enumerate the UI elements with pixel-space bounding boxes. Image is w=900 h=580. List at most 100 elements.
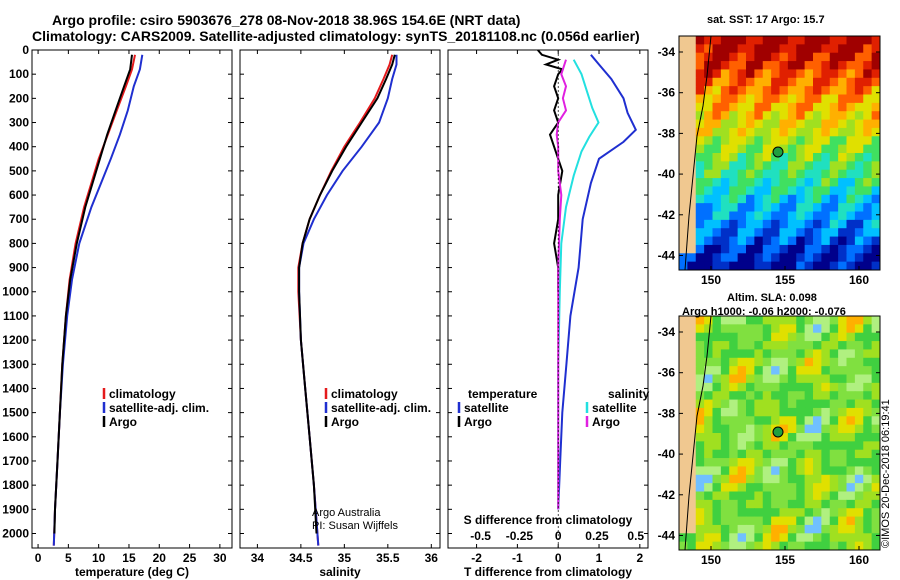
map-cell <box>729 127 739 137</box>
map-cell <box>754 161 764 171</box>
legend-entry: satellite <box>592 401 637 415</box>
map-cell <box>704 458 713 467</box>
map-cell <box>762 366 772 375</box>
map-cell <box>846 44 856 54</box>
map-cell <box>787 44 797 54</box>
map-cell <box>771 178 780 187</box>
map-cell <box>754 316 764 325</box>
map-cell <box>746 374 755 384</box>
land-cell <box>687 77 697 87</box>
map-cell <box>863 366 873 375</box>
lon-tick-label: 160 <box>849 273 869 287</box>
map-cell <box>846 341 856 350</box>
map-cell <box>687 261 697 271</box>
map-cell <box>821 36 831 45</box>
map-cell <box>863 349 873 359</box>
map-cell <box>854 136 864 146</box>
map-cell <box>720 374 730 384</box>
land-cell <box>679 324 688 334</box>
map-cell <box>804 466 814 476</box>
map-cell <box>704 499 713 509</box>
map-cell <box>838 374 847 384</box>
map-cell <box>838 491 847 501</box>
land-cell <box>679 44 688 54</box>
map-cell <box>771 458 780 467</box>
map-cell <box>813 261 822 271</box>
map-cell <box>838 127 847 137</box>
map-cell <box>746 94 755 104</box>
map-cell <box>729 219 739 229</box>
map-cell <box>846 407 856 417</box>
map-cell <box>720 341 730 350</box>
map-cell <box>813 449 822 459</box>
map-cell <box>704 441 713 451</box>
map-cell <box>838 236 847 246</box>
map-cell <box>838 153 847 162</box>
map-cell <box>846 541 856 551</box>
map-cell <box>720 416 730 426</box>
map-cell <box>838 474 847 484</box>
map-cell <box>829 458 839 467</box>
map-cell <box>796 228 806 238</box>
map-cell <box>737 349 747 359</box>
map-cell <box>762 541 772 551</box>
map-cell <box>846 324 856 334</box>
map-cell <box>729 102 739 112</box>
map-cell <box>771 61 780 70</box>
map-cell <box>762 382 772 392</box>
map-cell <box>712 136 722 146</box>
map-cell <box>863 382 873 392</box>
map-cell <box>762 341 772 350</box>
map-cell <box>695 94 705 104</box>
map-cell <box>704 449 713 459</box>
land-cell <box>679 316 688 325</box>
map-cell <box>821 203 831 212</box>
map-cell <box>771 136 780 146</box>
map-cell <box>863 332 873 342</box>
map-cell <box>829 178 839 187</box>
map-cell <box>787 524 797 534</box>
map-cell <box>771 332 780 342</box>
map-cell <box>754 474 764 484</box>
map-cell <box>821 541 831 551</box>
map-cell <box>729 153 739 162</box>
map-cell <box>737 219 747 229</box>
map-cell <box>871 77 881 87</box>
map-cell <box>712 111 722 121</box>
map-cell <box>779 161 789 171</box>
map-cell <box>746 211 755 221</box>
map-cell <box>846 508 856 518</box>
map-cell <box>695 533 705 543</box>
land-cell <box>679 144 688 154</box>
map-cell <box>695 186 705 196</box>
map-cell <box>796 458 806 467</box>
land-cell <box>687 178 697 187</box>
map-cell <box>754 178 764 187</box>
map-cell <box>762 407 772 417</box>
map-cell <box>695 474 705 484</box>
map-cell <box>737 211 747 221</box>
map-cell <box>863 178 873 187</box>
map-cell <box>737 366 747 375</box>
map-cell <box>771 203 780 212</box>
map-cell <box>746 366 755 375</box>
map-cell <box>863 508 873 518</box>
depth-tick-label: 1600 <box>2 430 29 444</box>
map-cell <box>779 541 789 551</box>
map-cell <box>737 228 747 238</box>
map-cell <box>779 86 789 95</box>
map-cell <box>771 449 780 459</box>
map-cell <box>746 407 755 417</box>
map-cell <box>779 127 789 137</box>
map-cell <box>787 253 797 263</box>
map-cell <box>712 541 722 551</box>
map-cell <box>796 483 806 492</box>
map-cell <box>871 407 881 417</box>
map-cell <box>804 219 814 229</box>
map-cell <box>754 382 764 392</box>
map-cell <box>871 499 881 509</box>
map-cell <box>771 228 780 238</box>
map-cell <box>854 161 864 171</box>
map-cell <box>854 483 864 492</box>
map-cell <box>787 86 797 95</box>
